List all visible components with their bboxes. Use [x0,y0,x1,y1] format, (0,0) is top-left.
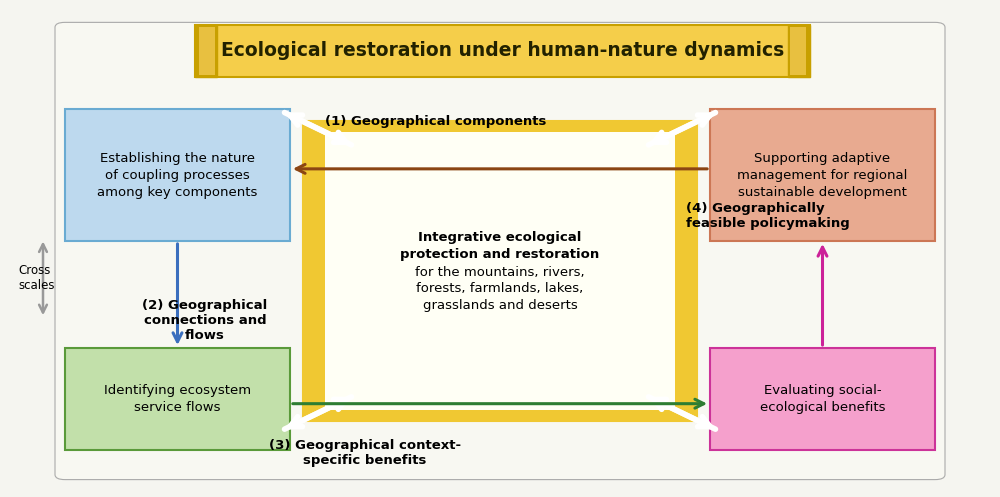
Text: Integrative ecological
protection and restoration: Integrative ecological protection and re… [400,232,600,261]
FancyBboxPatch shape [195,25,810,77]
FancyBboxPatch shape [0,3,1000,497]
FancyBboxPatch shape [65,109,290,241]
FancyBboxPatch shape [21,15,979,487]
Text: Supporting adaptive
management for regional
sustainable development: Supporting adaptive management for regio… [737,152,908,199]
Text: (3) Geographical context-
specific benefits: (3) Geographical context- specific benef… [269,439,461,467]
Text: Cross
scales: Cross scales [18,264,54,292]
Text: (2) Geographical
connections and
flows: (2) Geographical connections and flows [142,299,268,342]
Text: for the mountains, rivers,
forests, farmlands, lakes,
grasslands and deserts: for the mountains, rivers, forests, farm… [415,266,585,312]
Text: Ecological restoration under human-nature dynamics: Ecological restoration under human-natur… [221,41,785,61]
FancyBboxPatch shape [710,348,935,450]
FancyBboxPatch shape [303,121,697,421]
Polygon shape [199,27,215,75]
Polygon shape [195,25,217,77]
Polygon shape [788,25,810,77]
Text: Establishing the nature
of coupling processes
among key components: Establishing the nature of coupling proc… [97,152,258,199]
FancyBboxPatch shape [65,348,290,450]
FancyBboxPatch shape [55,22,945,480]
Text: (1) Geographical components: (1) Geographical components [325,115,546,128]
Polygon shape [790,27,806,75]
FancyBboxPatch shape [33,21,967,481]
FancyBboxPatch shape [45,27,955,475]
Text: Evaluating social-
ecological benefits: Evaluating social- ecological benefits [760,384,885,414]
FancyBboxPatch shape [710,109,935,241]
FancyBboxPatch shape [325,132,675,410]
Text: (4) Geographically
feasible policymaking: (4) Geographically feasible policymaking [686,202,850,230]
Text: Identifying ecosystem
service flows: Identifying ecosystem service flows [104,384,251,414]
FancyBboxPatch shape [9,9,991,493]
